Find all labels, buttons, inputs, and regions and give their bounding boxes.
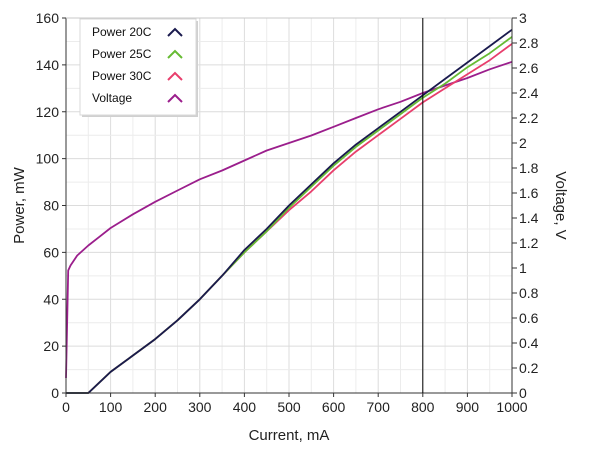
legend-marker (167, 49, 183, 59)
y-tick-label: 120 (36, 104, 60, 120)
y2-tick-label: 0.8 (519, 285, 539, 301)
x-tick-label: 300 (188, 399, 212, 415)
y-tick-label: 80 (43, 198, 59, 214)
y-tick-label: 140 (36, 57, 60, 73)
y2-tick-label: 0.6 (519, 310, 539, 326)
y2-tick-label: 0.4 (519, 335, 539, 351)
y2-tick-label: 2 (519, 135, 527, 151)
tick-labels: 0 100 200 300 400 500 600 700 800 900 100002040608… (36, 10, 539, 415)
y2-axis-label: Voltage, V (552, 171, 569, 239)
x-tick-label: 500 (277, 399, 301, 415)
y2-tick-label: 2.6 (519, 60, 539, 76)
y2-tick-label: 3 (519, 10, 527, 26)
legend-marker (167, 71, 183, 81)
y2-tick-label: 1 (519, 260, 527, 276)
legend-marker (167, 27, 183, 37)
y-tick-label: 0 (51, 385, 59, 401)
y-axis-label: Power, mW (11, 166, 28, 244)
x-tick-label: 800 (411, 399, 435, 415)
x-tick-label: 600 (322, 399, 346, 415)
y2-tick-label: 1.8 (519, 160, 539, 176)
y2-tick-label: 2.8 (519, 35, 539, 51)
legend-marker (167, 93, 183, 103)
x-tick-label: 700 (367, 399, 391, 415)
axes (62, 17, 517, 397)
x-tick-label: 0 (62, 399, 70, 415)
x-tick-label: 400 (233, 399, 257, 415)
x-tick-label: 200 (144, 399, 168, 415)
y2-tick-label: 2.4 (519, 85, 539, 101)
legend-label: Power 25C (92, 47, 152, 61)
legend-box (79, 18, 197, 116)
axis-labels: Current, mA Power, mW Voltage, V (11, 166, 569, 444)
legend: Power 20C Power 25C Power 30C Voltage (79, 18, 198, 117)
y2-tick-label: 1.6 (519, 185, 539, 201)
y2-tick-label: 0 (519, 385, 527, 401)
y2-tick-label: 1.4 (519, 210, 539, 226)
x-tick-label: 100 (99, 399, 123, 415)
legend-label: Power 30C (92, 69, 152, 83)
y2-tick-label: 2.2 (519, 110, 539, 126)
y2-tick-label: 1.2 (519, 235, 539, 251)
legend-label: Power 20C (92, 25, 152, 39)
y-tick-label: 20 (43, 338, 59, 354)
y2-tick-label: 0.2 (519, 360, 539, 376)
series-power-20c-line (66, 28, 513, 394)
y-tick-label: 60 (43, 244, 59, 260)
x-tick-label: 900 (456, 399, 480, 415)
legend-label: Voltage (92, 91, 132, 105)
y-tick-label: 100 (36, 151, 60, 167)
x-tick-label: 1000 (496, 399, 527, 415)
y-tick-label: 40 (43, 291, 59, 307)
y-tick-label: 160 (36, 10, 60, 26)
x-axis-label: Current, mA (249, 427, 330, 444)
